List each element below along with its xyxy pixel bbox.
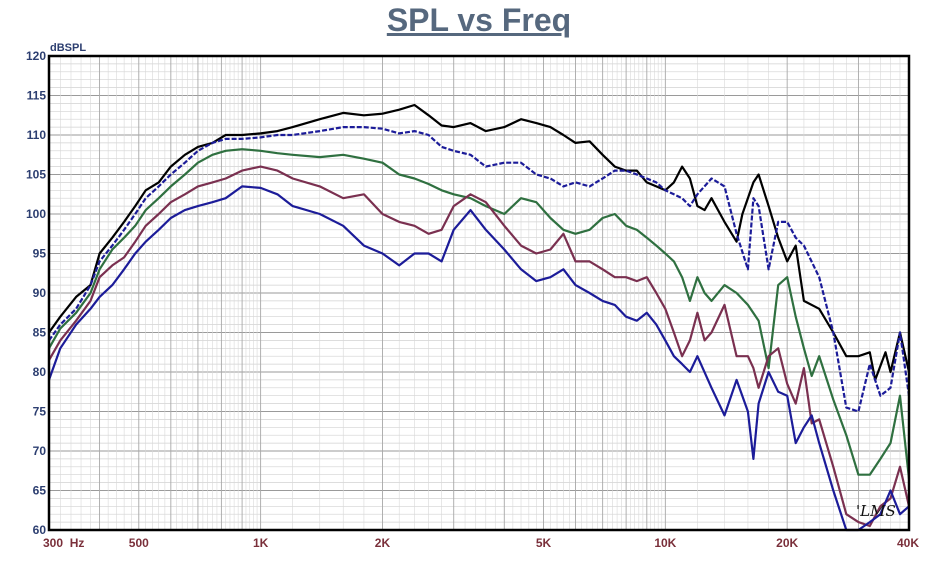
series-line-4 [48,165,911,528]
series-line-3 [48,148,911,479]
y-tick-label: 95 [33,247,47,261]
y-tick-labels: 120 115 110 105 100 95 90 85 80 75 70 65 60 [26,49,46,537]
y-tick-label: 110 [27,128,47,142]
x-tick-label: 40K [897,536,919,550]
y-tick-label: 90 [33,286,47,300]
y-tick-label: 80 [33,365,47,379]
series-line-5 [47,185,910,532]
y-tick-label: 100 [26,207,46,221]
series-line-2 [48,125,911,413]
annotation-lms: 'LMS [856,502,896,520]
x-tick-label: 2K [375,536,391,550]
series-line-1 [48,103,911,381]
x-tick-label: 10K [654,536,676,550]
y-axis-label: dBSPL [50,42,86,54]
chart-title: SPL vs Freq [386,2,572,38]
plot-frame [47,54,911,532]
y-tick-label: 115 [27,89,47,103]
x-tick-label: 5K [536,536,552,550]
y-tick-label: 120 [26,49,46,63]
x-tick-label: 20K [776,536,798,550]
y-tick-label: 75 [33,405,47,419]
y-tick-label: 65 [33,484,47,498]
x-tick-labels: 300 Hz 500 1K 2K 5K 10K 20K 40K [43,536,919,550]
y-tick-label: 60 [33,523,47,537]
y-tick-label: 105 [26,168,46,182]
series-layer [47,103,911,532]
y-tick-label: 85 [33,326,47,340]
x-tick-label: 500 [129,536,149,550]
y-tick-label: 70 [33,444,47,458]
x-tick-label: 1K [253,536,269,550]
x-tick-label: 300 Hz [43,536,84,550]
